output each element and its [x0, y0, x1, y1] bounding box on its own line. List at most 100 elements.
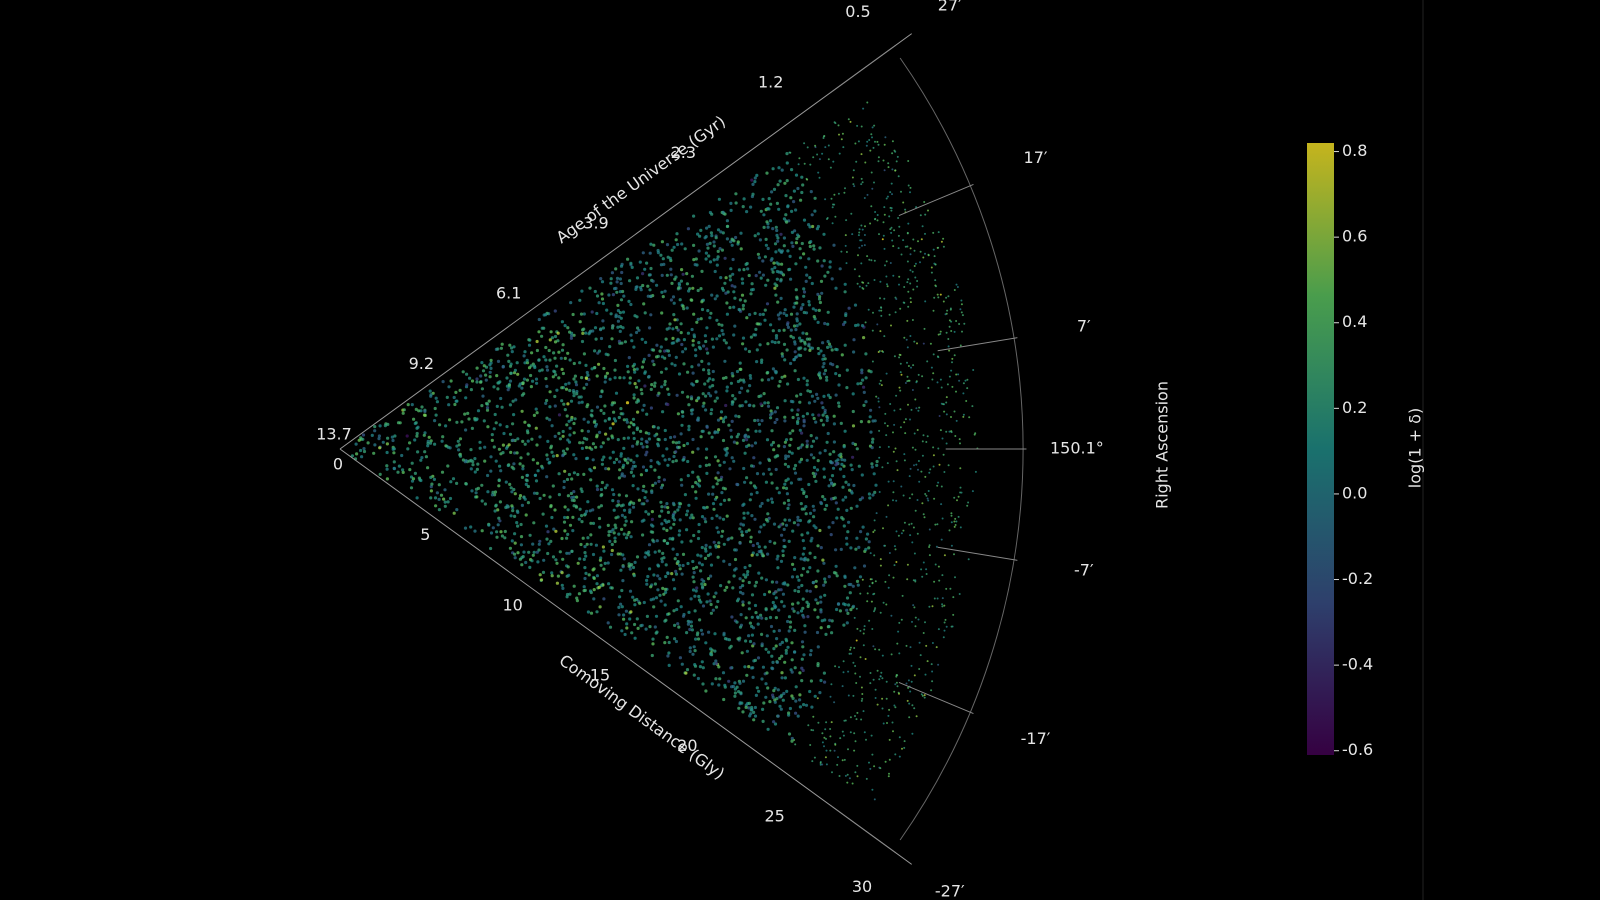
galaxy-point [496, 347, 500, 351]
galaxy-point [783, 374, 787, 378]
galaxy-point [731, 586, 735, 590]
galaxy-point [779, 232, 783, 236]
galaxy-point [463, 526, 468, 530]
galaxy-point [751, 192, 755, 196]
galaxy-point [876, 219, 879, 222]
galaxy-point [686, 227, 691, 231]
galaxy-point [749, 481, 753, 485]
galaxy-point [532, 550, 536, 554]
galaxy-point [953, 289, 956, 291]
galaxy-point [560, 571, 564, 575]
galaxy-point [778, 379, 782, 384]
galaxy-point [886, 424, 889, 427]
galaxy-point [493, 412, 497, 417]
galaxy-point [506, 388, 510, 392]
galaxy-point [644, 627, 648, 631]
galaxy-point [692, 214, 696, 218]
galaxy-point [652, 605, 656, 609]
galaxy-point [711, 369, 715, 374]
galaxy-point [408, 468, 412, 472]
galaxy-point [466, 411, 470, 415]
galaxy-point [971, 490, 974, 493]
galaxy-point [595, 405, 600, 409]
galaxy-point [455, 444, 459, 448]
galaxy-point [793, 650, 797, 654]
galaxy-point [561, 454, 565, 458]
galaxy-point [492, 445, 496, 449]
galaxy-point [862, 710, 865, 713]
galaxy-point [873, 765, 876, 768]
galaxy-point [674, 459, 678, 463]
galaxy-point [679, 322, 683, 326]
galaxy-point [647, 353, 651, 357]
galaxy-point [610, 337, 614, 341]
galaxy-point [809, 346, 813, 350]
galaxy-point [834, 393, 838, 397]
galaxy-point [910, 664, 913, 667]
galaxy-point [454, 390, 458, 394]
galaxy-point [561, 434, 565, 438]
galaxy-point [891, 152, 894, 155]
galaxy-point [801, 645, 805, 649]
galaxy-point [586, 500, 590, 504]
galaxy-point [605, 483, 609, 487]
galaxy-point [715, 337, 719, 341]
galaxy-point [613, 536, 617, 540]
galaxy-point [716, 471, 720, 475]
galaxy-point [771, 600, 775, 605]
galaxy-point [582, 352, 587, 356]
galaxy-point [597, 505, 601, 509]
galaxy-point [910, 366, 912, 369]
galaxy-point [647, 437, 652, 441]
galaxy-point [523, 350, 527, 354]
galaxy-point [705, 600, 709, 604]
galaxy-point [552, 527, 556, 531]
galaxy-point [560, 348, 565, 352]
galaxy-point [931, 642, 934, 644]
galaxy-point [903, 286, 906, 288]
galaxy-point [548, 418, 552, 422]
galaxy-point [717, 545, 721, 549]
galaxy-point [753, 517, 757, 521]
galaxy-point [681, 614, 686, 618]
galaxy-point [567, 551, 571, 555]
galaxy-point [807, 482, 811, 487]
galaxy-point [912, 526, 915, 529]
galaxy-point [750, 282, 754, 286]
galaxy-point [606, 523, 610, 528]
galaxy-point [796, 601, 800, 605]
galaxy-point [823, 593, 827, 597]
galaxy-point [703, 547, 708, 551]
galaxy-point [852, 338, 856, 342]
galaxy-point [694, 565, 699, 569]
galaxy-point [733, 324, 737, 328]
galaxy-point [738, 585, 743, 590]
galaxy-point [622, 508, 627, 512]
galaxy-point [621, 565, 625, 569]
galaxy-point [607, 293, 611, 297]
galaxy-point [813, 694, 817, 698]
galaxy-point [532, 364, 537, 368]
galaxy-point [619, 412, 623, 416]
galaxy-point [735, 482, 739, 486]
galaxy-point [864, 352, 868, 356]
galaxy-point [810, 281, 814, 286]
galaxy-point [959, 491, 962, 494]
galaxy-point [619, 454, 623, 458]
galaxy-point [566, 402, 570, 406]
galaxy-point [709, 611, 714, 615]
angle-tick-label: 150.1° [1050, 439, 1104, 458]
galaxy-point [587, 573, 591, 577]
galaxy-point [890, 324, 892, 327]
galaxy-point [508, 379, 513, 383]
galaxy-point [939, 429, 942, 432]
galaxy-point [609, 277, 613, 281]
galaxy-point [752, 484, 757, 488]
galaxy-point [874, 648, 877, 651]
galaxy-point [694, 257, 698, 261]
galaxy-point [578, 557, 582, 561]
galaxy-point [878, 309, 881, 312]
galaxy-point [584, 445, 589, 450]
galaxy-point [705, 425, 709, 429]
galaxy-point [660, 311, 664, 315]
